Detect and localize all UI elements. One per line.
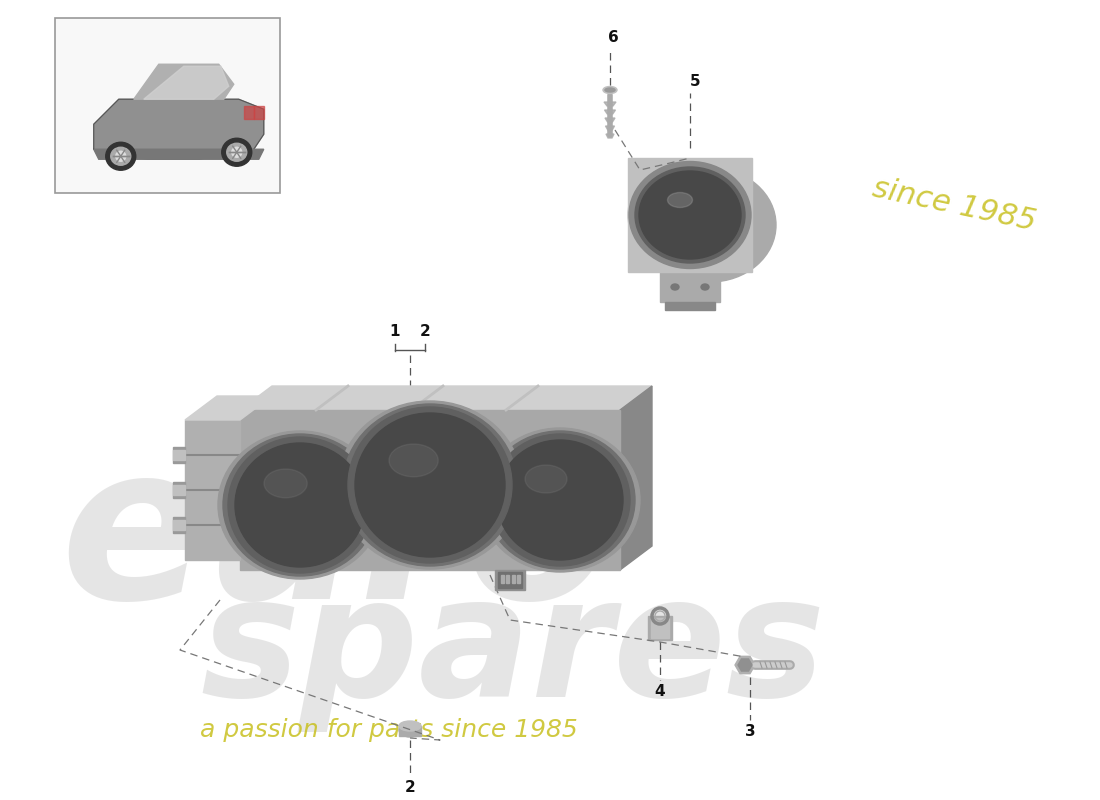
Polygon shape [651,618,669,638]
Polygon shape [94,99,264,159]
Ellipse shape [399,721,421,731]
Polygon shape [604,102,616,106]
Polygon shape [605,126,615,130]
Polygon shape [399,726,421,736]
Text: 2: 2 [405,781,416,795]
Polygon shape [173,485,185,495]
Ellipse shape [480,428,640,572]
Polygon shape [94,150,264,159]
Polygon shape [628,158,752,272]
Polygon shape [240,410,620,570]
Ellipse shape [355,413,505,557]
Ellipse shape [635,167,745,263]
Circle shape [116,151,125,162]
Polygon shape [735,656,755,674]
Ellipse shape [223,434,377,576]
Polygon shape [498,572,522,588]
Ellipse shape [343,404,517,566]
Ellipse shape [222,138,252,166]
Text: 1: 1 [389,325,400,339]
Bar [500,575,504,583]
Ellipse shape [228,437,372,573]
Polygon shape [738,659,752,671]
Text: a passion for parts since 1985: a passion for parts since 1985 [200,718,578,742]
Polygon shape [240,386,652,410]
Ellipse shape [605,88,615,92]
Polygon shape [173,482,185,498]
Text: 3: 3 [745,725,756,739]
Text: 4: 4 [654,685,666,699]
Ellipse shape [497,440,623,560]
Polygon shape [620,386,652,570]
Bar [517,575,519,583]
Circle shape [232,147,242,158]
Ellipse shape [490,434,630,566]
Polygon shape [185,396,272,420]
Text: spares: spares [200,569,825,731]
Polygon shape [660,272,720,302]
Ellipse shape [111,147,131,166]
Polygon shape [666,302,715,310]
Text: since 1985: since 1985 [870,173,1038,236]
Bar [55,18,280,193]
Ellipse shape [338,401,522,569]
Ellipse shape [671,284,679,290]
Polygon shape [173,517,185,533]
Ellipse shape [525,465,566,493]
Ellipse shape [106,142,135,170]
Text: 5: 5 [690,74,701,89]
Ellipse shape [399,723,421,737]
Polygon shape [185,420,240,560]
Polygon shape [254,106,264,119]
Ellipse shape [644,168,776,282]
Text: euro: euro [60,435,614,645]
Ellipse shape [235,443,365,567]
Polygon shape [605,110,616,114]
Bar [506,575,508,583]
Polygon shape [605,118,615,122]
Bar [512,575,515,583]
Ellipse shape [389,444,438,477]
Polygon shape [173,447,185,463]
Ellipse shape [701,284,710,290]
Polygon shape [495,570,525,590]
Ellipse shape [218,431,382,579]
Polygon shape [606,134,614,138]
Ellipse shape [264,469,307,498]
Ellipse shape [603,86,617,94]
Ellipse shape [629,162,751,269]
Ellipse shape [628,161,752,270]
Ellipse shape [639,171,741,259]
Polygon shape [173,520,185,530]
Ellipse shape [348,407,512,563]
Text: 2: 2 [419,325,430,339]
Polygon shape [173,450,185,460]
Ellipse shape [227,143,246,162]
Polygon shape [144,66,229,99]
Text: 6: 6 [607,30,618,46]
Polygon shape [648,616,672,640]
Polygon shape [134,64,233,99]
Ellipse shape [668,193,693,207]
Polygon shape [244,106,254,119]
Ellipse shape [485,431,635,569]
